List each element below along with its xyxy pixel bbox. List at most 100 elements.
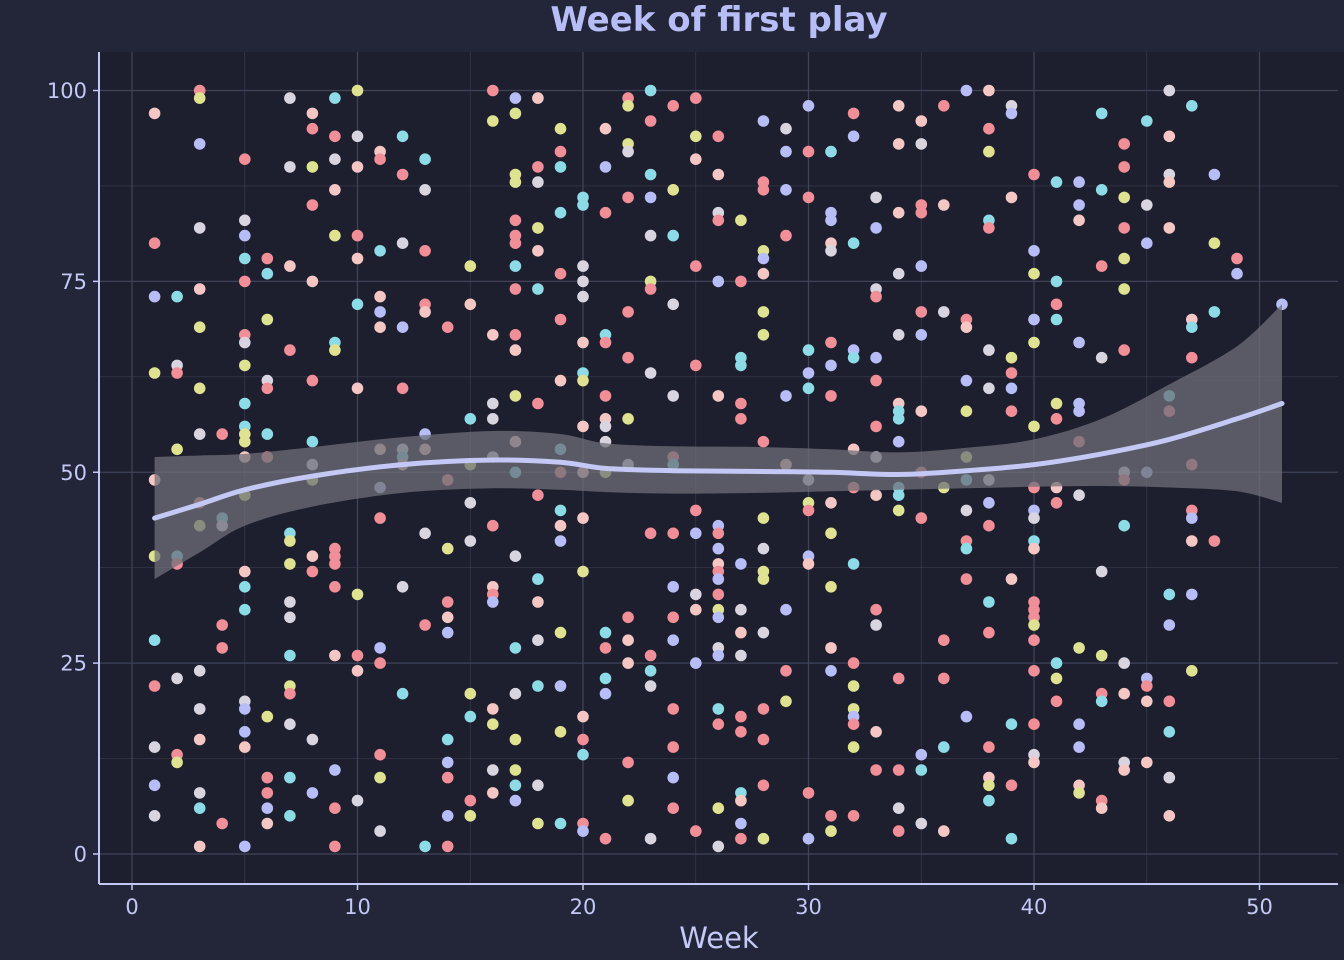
data-point (983, 779, 995, 792)
data-point (690, 359, 702, 372)
data-point (532, 680, 544, 692)
data-point (983, 344, 995, 356)
data-point (1005, 779, 1018, 792)
data-point (690, 130, 702, 143)
data-point (802, 191, 815, 204)
data-point (1095, 260, 1108, 272)
data-point (1231, 252, 1243, 265)
data-point (216, 619, 228, 631)
data-point (374, 306, 386, 318)
data-point (712, 588, 725, 601)
y-tick-label: 75 (60, 270, 87, 294)
data-point (396, 321, 409, 334)
data-point (1073, 336, 1085, 349)
data-point (1050, 313, 1063, 326)
data-point (915, 306, 928, 318)
data-point (193, 222, 206, 234)
data-point (171, 290, 183, 303)
data-point (1073, 741, 1085, 753)
data-point (825, 245, 837, 257)
data-point (870, 351, 882, 364)
data-point (847, 558, 860, 570)
data-point (735, 626, 747, 639)
data-point (1118, 657, 1130, 669)
data-point (1141, 756, 1153, 769)
data-point (870, 191, 882, 204)
data-point (487, 519, 499, 532)
data-point (441, 321, 454, 334)
data-point (284, 611, 296, 624)
data-point (261, 710, 274, 723)
data-point (1050, 413, 1063, 425)
data-point (690, 657, 702, 669)
data-point (1028, 267, 1040, 280)
data-point (825, 825, 837, 837)
data-point (554, 726, 567, 738)
data-point (599, 336, 612, 349)
data-point (892, 329, 905, 341)
data-point (374, 657, 386, 669)
data-point (554, 374, 567, 387)
y-tick-label: 50 (60, 461, 87, 485)
data-point (825, 390, 837, 402)
data-point (1186, 321, 1198, 334)
data-point (915, 138, 928, 150)
data-point (983, 794, 995, 807)
data-point (351, 161, 364, 173)
data-point (148, 810, 161, 822)
data-point (329, 764, 341, 776)
data-point (148, 367, 161, 379)
data-point (306, 275, 319, 288)
data-point (532, 222, 544, 234)
data-point (329, 153, 341, 165)
data-point (329, 130, 341, 143)
data-point (915, 260, 928, 272)
data-point (1028, 336, 1040, 349)
x-tick-label: 20 (570, 895, 597, 919)
data-point (825, 810, 837, 822)
data-point (1163, 695, 1176, 708)
data-point (712, 130, 725, 143)
data-point (622, 306, 634, 318)
data-point (1073, 489, 1085, 502)
data-point (261, 252, 274, 265)
data-point (757, 512, 770, 524)
data-point (1028, 619, 1040, 631)
data-point (532, 573, 544, 585)
data-point (532, 779, 544, 792)
data-point (554, 122, 567, 135)
data-point (554, 267, 567, 280)
data-point (622, 634, 634, 646)
data-point (239, 840, 251, 853)
data-point (1118, 283, 1130, 295)
trend-line (152, 401, 1285, 521)
data-point (509, 92, 522, 104)
data-point (441, 733, 454, 746)
confidence-ribbon (154, 304, 1283, 580)
data-point (284, 718, 296, 730)
data-point (847, 107, 860, 120)
data-point (284, 535, 296, 547)
data-point (532, 92, 544, 104)
data-point (847, 741, 860, 753)
data-point (239, 581, 251, 593)
data-point (983, 84, 995, 97)
data-point (464, 413, 477, 425)
data-point (193, 382, 206, 395)
data-point (892, 206, 905, 219)
data-point (216, 642, 228, 654)
data-point (622, 351, 634, 364)
data-point (712, 390, 725, 402)
data-point (870, 290, 882, 303)
data-point (1073, 787, 1085, 799)
data-point (825, 642, 837, 654)
data-point (487, 703, 499, 715)
data-point (148, 107, 161, 120)
data-point (892, 672, 905, 685)
data-point (712, 703, 725, 715)
data-point (577, 733, 589, 746)
data-point (487, 115, 499, 127)
data-point (374, 642, 386, 654)
axes: 0 25 50 75 100 0 10 20 30 40 50 (47, 52, 1338, 919)
data-point (892, 267, 905, 280)
